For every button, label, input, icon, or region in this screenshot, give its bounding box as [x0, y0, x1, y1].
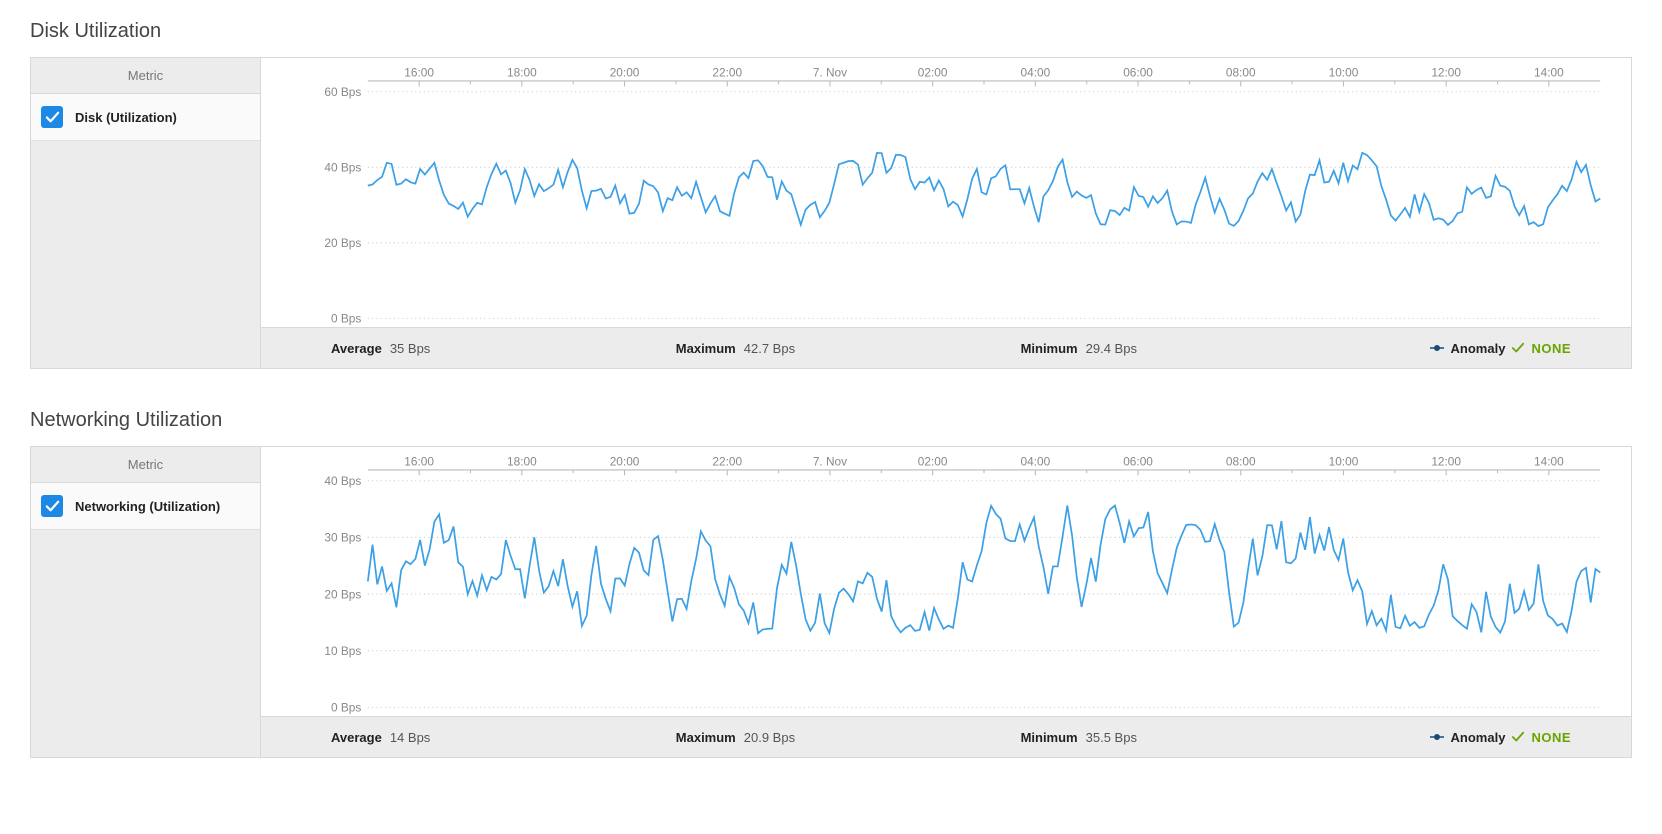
metric-sidebar: Metric Networking (Utilization) [31, 447, 261, 757]
metric-sidebar: Metric Disk (Utilization) [31, 58, 261, 368]
check-icon [1511, 730, 1525, 744]
section-title: Networking Utilization [30, 409, 1632, 432]
svg-text:02:00: 02:00 [918, 68, 948, 80]
svg-text:06:00: 06:00 [1123, 457, 1153, 469]
svg-text:40 Bps: 40 Bps [324, 474, 361, 488]
svg-text:16:00: 16:00 [404, 68, 434, 80]
svg-text:10:00: 10:00 [1329, 68, 1359, 80]
stat-maximum: Maximum 20.9 Bps [676, 730, 958, 745]
anomaly-marker-icon [1429, 729, 1445, 745]
check-icon [45, 110, 60, 125]
svg-text:14:00: 14:00 [1534, 68, 1564, 80]
svg-text:60 Bps: 60 Bps [324, 85, 361, 99]
svg-text:04:00: 04:00 [1021, 68, 1051, 80]
svg-text:20:00: 20:00 [610, 457, 640, 469]
plot-wrap[interactable]: 0 Bps 20 Bps 40 Bps 60 Bps 16:00 18:00 20:00 22… [261, 58, 1631, 327]
svg-text:04:00: 04:00 [1021, 457, 1051, 469]
stats-bar: Average 35 Bps Maximum 42.7 Bps Minimum … [261, 327, 1631, 368]
chart-area: 0 Bps 10 Bps 20 Bps 30 Bps 40 Bps 16:00 18:00 2… [261, 447, 1631, 757]
svg-text:0 Bps: 0 Bps [331, 701, 361, 715]
svg-text:10:00: 10:00 [1329, 457, 1359, 469]
svg-text:12:00: 12:00 [1431, 68, 1461, 80]
stats-bar: Average 14 Bps Maximum 20.9 Bps Minimum … [261, 716, 1631, 757]
svg-text:14:00: 14:00 [1534, 457, 1564, 469]
sidebar-header: Metric [31, 58, 260, 94]
svg-text:08:00: 08:00 [1226, 457, 1256, 469]
svg-text:0 Bps: 0 Bps [331, 312, 361, 326]
stat-maximum: Maximum 42.7 Bps [676, 341, 958, 356]
chart-area: 0 Bps 20 Bps 40 Bps 60 Bps 16:00 18:00 20:00 22… [261, 58, 1631, 368]
svg-text:10 Bps: 10 Bps [324, 644, 361, 658]
svg-text:20 Bps: 20 Bps [324, 236, 361, 250]
anomaly-marker-icon [1429, 340, 1445, 356]
svg-text:30 Bps: 30 Bps [324, 531, 361, 545]
anomaly-group: Anomaly NONE [1429, 729, 1611, 745]
panel: Metric Disk (Utilization) 0 Bps 20 Bps 40 … [30, 57, 1632, 369]
timeseries-chart: 0 Bps 10 Bps 20 Bps 30 Bps 40 Bps 16:00 18:00 2… [316, 457, 1611, 716]
check-icon [45, 499, 60, 514]
stat-minimum: Minimum 29.4 Bps [1021, 341, 1303, 356]
stat-average: Average 35 Bps [331, 341, 613, 356]
anomaly-group: Anomaly NONE [1429, 340, 1611, 356]
svg-text:22:00: 22:00 [712, 457, 742, 469]
svg-text:7. Nov: 7. Nov [813, 457, 847, 469]
metric-row[interactable]: Disk (Utilization) [31, 94, 260, 141]
metric-label: Networking (Utilization) [75, 499, 220, 514]
metric-checkbox[interactable] [41, 495, 63, 517]
section-network: Networking Utilization Metric Networking… [30, 409, 1632, 758]
svg-text:06:00: 06:00 [1123, 68, 1153, 80]
svg-text:20 Bps: 20 Bps [324, 587, 361, 601]
svg-text:18:00: 18:00 [507, 457, 537, 469]
stat-minimum: Minimum 35.5 Bps [1021, 730, 1303, 745]
sidebar-header: Metric [31, 447, 260, 483]
svg-text:08:00: 08:00 [1226, 68, 1256, 80]
metric-row[interactable]: Networking (Utilization) [31, 483, 260, 530]
svg-text:20:00: 20:00 [610, 68, 640, 80]
metric-label: Disk (Utilization) [75, 110, 177, 125]
svg-text:7. Nov: 7. Nov [813, 68, 847, 80]
svg-text:22:00: 22:00 [712, 68, 742, 80]
section-title: Disk Utilization [30, 20, 1632, 43]
metric-checkbox[interactable] [41, 106, 63, 128]
stat-average: Average 14 Bps [331, 730, 613, 745]
svg-text:40 Bps: 40 Bps [324, 161, 361, 175]
section-disk: Disk Utilization Metric Disk (Utilizatio… [30, 20, 1632, 369]
svg-text:02:00: 02:00 [918, 457, 948, 469]
panel: Metric Networking (Utilization) 0 Bps 10 … [30, 446, 1632, 758]
plot-wrap[interactable]: 0 Bps 10 Bps 20 Bps 30 Bps 40 Bps 16:00 18:00 2… [261, 447, 1631, 716]
check-icon [1511, 341, 1525, 355]
svg-text:12:00: 12:00 [1431, 457, 1461, 469]
timeseries-chart: 0 Bps 20 Bps 40 Bps 60 Bps 16:00 18:00 20:00 22… [316, 68, 1611, 327]
svg-text:18:00: 18:00 [507, 68, 537, 80]
svg-text:16:00: 16:00 [404, 457, 434, 469]
